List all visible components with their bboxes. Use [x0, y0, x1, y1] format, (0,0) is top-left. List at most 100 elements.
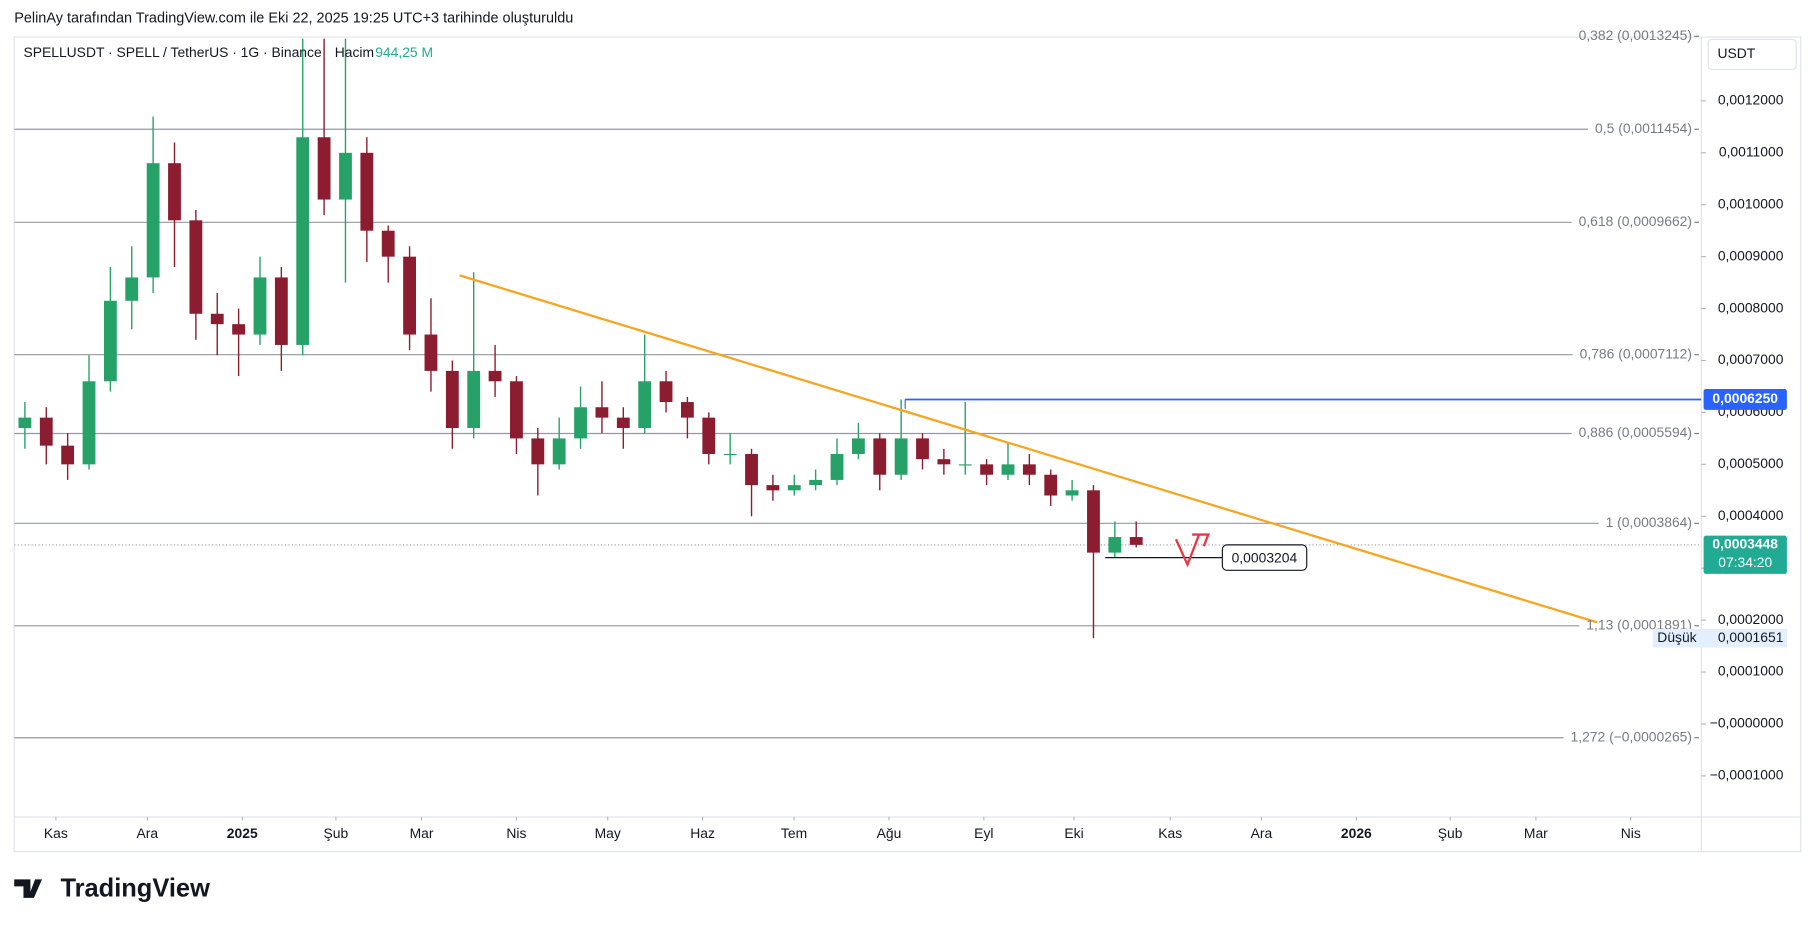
- x-tick-label: Eyl: [974, 825, 993, 841]
- candle-body: [552, 438, 566, 465]
- candle-body: [873, 438, 887, 475]
- x-tick-label: Ara: [137, 825, 159, 841]
- candle-body: [445, 370, 459, 429]
- symbol-title: SPELLUSDT · SPELL / TetherUS · 1G · Bina…: [23, 44, 321, 60]
- x-tick-label: Ara: [1251, 825, 1273, 841]
- candle-body: [916, 438, 929, 460]
- countdown-label: 07:34:20: [1718, 554, 1772, 570]
- y-tick-label: 0,0012000: [1718, 92, 1784, 108]
- candle-body: [317, 137, 331, 200]
- plot-area: [14, 38, 1702, 739]
- candle-body: [702, 417, 716, 454]
- candle-body: [659, 381, 673, 403]
- candle-body: [595, 407, 609, 418]
- fib-label: 1 (0,0003864): [1606, 514, 1692, 530]
- fib-label: 0,618 (0,0009662): [1579, 213, 1692, 229]
- candle-body: [1087, 490, 1100, 553]
- volume-title: Hacim: [335, 44, 374, 60]
- fib-label: 1,13 (0,0001891): [1586, 616, 1692, 632]
- candle-body: [1129, 537, 1143, 545]
- candle-body: [1108, 537, 1122, 553]
- horizontal-line-badge: [1703, 389, 1787, 410]
- fib-label: 0,5 (0,0011454): [1595, 120, 1692, 136]
- low-title: Düşük: [1657, 629, 1696, 645]
- candle-body: [830, 453, 844, 480]
- x-tick-label: Ağu: [877, 825, 902, 841]
- x-tick-label: Nis: [506, 825, 526, 841]
- y-tick-label: 0,0001000: [1718, 663, 1784, 679]
- overlay: 0,0012000 0,0011000 0,0010000 0,0009000 0,00…: [44, 27, 1787, 841]
- candle-body: [745, 453, 758, 486]
- candle-body: [339, 152, 352, 200]
- candle-body: [616, 417, 630, 429]
- candle-body: [210, 313, 224, 325]
- candle-body: [638, 381, 652, 429]
- candle-body: [189, 220, 203, 314]
- candle-body: [958, 464, 972, 466]
- y-tick-label: 0,0002000: [1718, 611, 1784, 627]
- y-tick-label: 0,0005000: [1718, 455, 1784, 471]
- candle-body: [980, 464, 994, 475]
- candle-body: [681, 402, 694, 418]
- volume-text: 944,25 M: [375, 44, 433, 60]
- candle-body: [253, 277, 267, 335]
- candle-body: [61, 445, 75, 465]
- y-tick-label: −0,0001000: [1710, 767, 1784, 783]
- candle-body: [381, 230, 395, 257]
- candle-body: [851, 438, 865, 454]
- chart-frame: [13, 36, 1802, 853]
- fib-label: 0,886 (0,0005594): [1579, 424, 1692, 440]
- last-price-label: 0,0003448: [1712, 536, 1778, 552]
- candle-body: [809, 479, 823, 486]
- y-tick-label: 0,0009000: [1718, 247, 1784, 263]
- fib-label: 0,382 (0,0013245): [1579, 27, 1692, 43]
- candle-body: [531, 438, 545, 465]
- logo-icon: [14, 879, 42, 898]
- x-tick-label: Kas: [44, 825, 68, 841]
- candle-body: [1044, 474, 1058, 496]
- y-tick-label: −0,0000000: [1710, 715, 1784, 731]
- candle-body: [296, 137, 310, 345]
- price-note-label: 0,0003204: [1232, 549, 1298, 565]
- currency-label[interactable]: USDT: [1717, 45, 1755, 61]
- candle-body: [274, 277, 288, 345]
- fib-label: 0,786 (0,0007112): [1580, 345, 1692, 361]
- sketch-arrow: [1174, 533, 1211, 568]
- candle-body: [146, 163, 160, 278]
- x-tick-label: Haz: [690, 825, 715, 841]
- candle-body: [766, 485, 780, 491]
- y-tick-label: 0,0008000: [1718, 299, 1784, 315]
- candle-body: [82, 381, 96, 465]
- candle-body: [894, 438, 908, 475]
- y-tick-label: 0,0007000: [1718, 351, 1784, 367]
- candle-body: [467, 370, 481, 429]
- candle-body: [18, 417, 32, 429]
- low-label: 0,0001651: [1718, 629, 1784, 645]
- low-badge: [1652, 628, 1787, 648]
- fib-label: 1,272 (−0,0000265): [1571, 728, 1693, 744]
- x-tick-label: Şub: [1438, 825, 1463, 841]
- x-tick-label: Tem: [781, 825, 807, 841]
- candle-body: [723, 453, 737, 456]
- candle-body: [1022, 464, 1036, 475]
- candle-body: [937, 459, 951, 465]
- x-tick-label: Eki: [1064, 825, 1083, 841]
- candle-body: [39, 417, 53, 446]
- y-tick-label: 0,0011000: [1719, 143, 1784, 159]
- trendline: [459, 274, 1598, 624]
- x-tick-label: 2025: [227, 825, 258, 841]
- candle-body: [403, 256, 416, 335]
- x-tick-label: Şub: [324, 825, 349, 841]
- price-note-box: [1221, 544, 1308, 571]
- currency-box[interactable]: [1707, 38, 1797, 71]
- logo-text: TradingView: [60, 875, 210, 903]
- x-tick-label: 2026: [1341, 825, 1372, 841]
- candle-body: [488, 370, 502, 382]
- y-tick-label: 0,0004000: [1718, 507, 1784, 523]
- candle-body: [510, 381, 523, 439]
- x-tick-label: Kas: [1158, 825, 1182, 841]
- horizontal-line-label: 0,0006250: [1712, 390, 1778, 406]
- last-price-badge: [1703, 535, 1787, 574]
